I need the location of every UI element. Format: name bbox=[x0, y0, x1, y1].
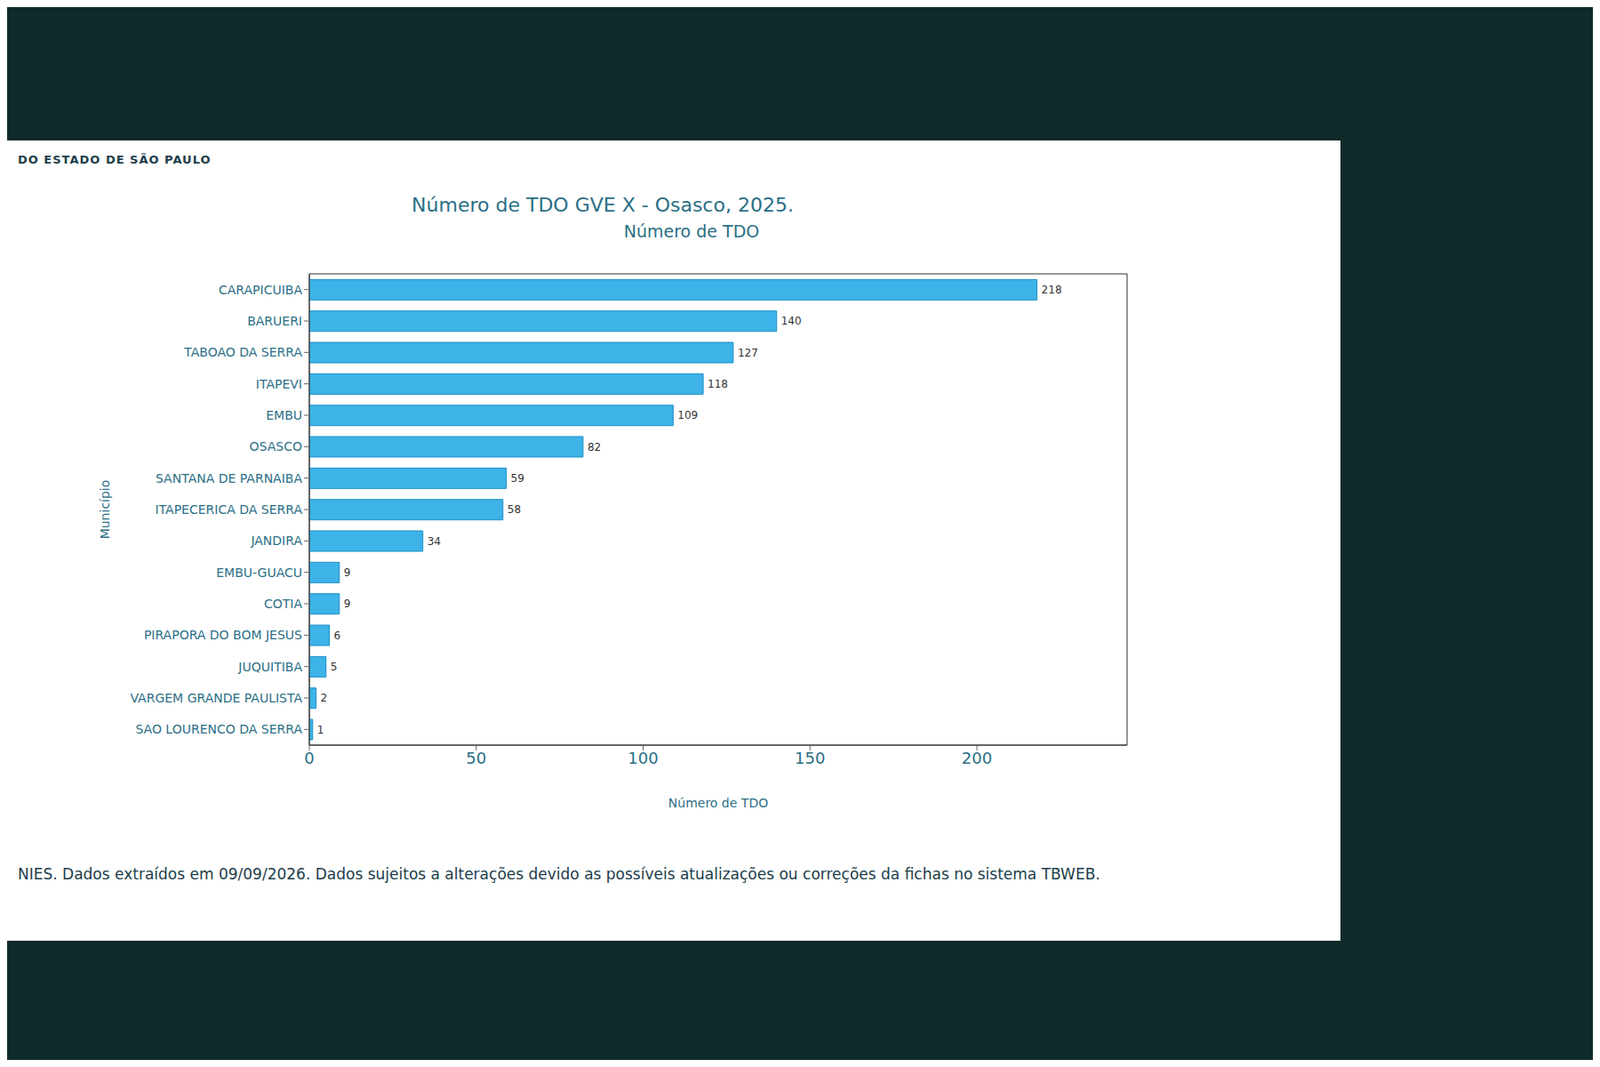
svg-text:BARUERI: BARUERI bbox=[247, 313, 303, 328]
html-text:NIES. Dados extraídos em 09/09: NIES. Dados extraídos em 09/09/2026. Dad… bbox=[17, 864, 1101, 883]
svg-text:COTIA: COTIA bbox=[264, 596, 303, 611]
svg-text:200: 200 bbox=[961, 748, 992, 768]
svg-text:CARAPICUIBA: CARAPICUIBA bbox=[218, 282, 303, 297]
svg-text:PIRAPORA DO BOM JESUS: PIRAPORA DO BOM JESUS bbox=[144, 627, 303, 642]
svg-text:Número de TDO: Número de TDO bbox=[668, 795, 768, 810]
svg-text:127: 127 bbox=[737, 346, 759, 360]
html-text:Número de TDO: Número de TDO bbox=[623, 221, 760, 241]
svg-text:118: 118 bbox=[707, 377, 728, 391]
svg-text:ITAPEVI: ITAPEVI bbox=[256, 376, 303, 392]
svg-text:SAO LOURENCO DA SERRA: SAO LOURENCO DA SERRA bbox=[135, 721, 303, 736]
svg-text:Município: Município bbox=[97, 480, 112, 540]
svg-text:9: 9 bbox=[344, 566, 352, 579]
html-text:DO ESTADO DE SÃO PAULO: DO ESTADO DE SÃO PAULO bbox=[17, 152, 212, 167]
svg-text:5: 5 bbox=[330, 660, 338, 673]
svg-text:ITAPECERICA DA SERRA: ITAPECERICA DA SERRA bbox=[155, 502, 304, 517]
svg-text:109: 109 bbox=[677, 408, 698, 422]
svg-text:0: 0 bbox=[304, 748, 314, 768]
svg-text:VARGEM GRANDE PAULISTA: VARGEM GRANDE PAULISTA bbox=[129, 690, 303, 705]
svg-text:EMBU-GUACU: EMBU-GUACU bbox=[216, 565, 303, 580]
html-text:Número de TDO GVE X - Osasco,: Número de TDO GVE X - Osasco, 2025. bbox=[411, 193, 794, 216]
svg-text:58: 58 bbox=[507, 503, 521, 516]
svg-text:JUQUITIBA: JUQUITIBA bbox=[237, 659, 303, 674]
svg-text:34: 34 bbox=[427, 535, 441, 548]
svg-text:150: 150 bbox=[794, 748, 825, 768]
svg-text:OSASCO: OSASCO bbox=[249, 439, 303, 454]
svg-text:6: 6 bbox=[334, 629, 342, 642]
svg-text:59: 59 bbox=[511, 472, 525, 485]
svg-text:9: 9 bbox=[344, 597, 352, 610]
svg-text:2: 2 bbox=[320, 691, 328, 704]
svg-text:JANDIRA: JANDIRA bbox=[249, 533, 303, 548]
svg-text:SANTANA DE PARNAIBA: SANTANA DE PARNAIBA bbox=[155, 471, 303, 486]
svg-text:100: 100 bbox=[627, 748, 658, 768]
svg-text:218: 218 bbox=[1041, 283, 1063, 296]
svg-text:140: 140 bbox=[781, 314, 802, 328]
svg-text:EMBU: EMBU bbox=[265, 408, 303, 423]
svg-text:82: 82 bbox=[587, 440, 601, 454]
svg-text:1: 1 bbox=[317, 723, 325, 736]
svg-text:50: 50 bbox=[465, 748, 487, 768]
svg-text:TABOAO DA SERRA: TABOAO DA SERRA bbox=[183, 344, 303, 360]
